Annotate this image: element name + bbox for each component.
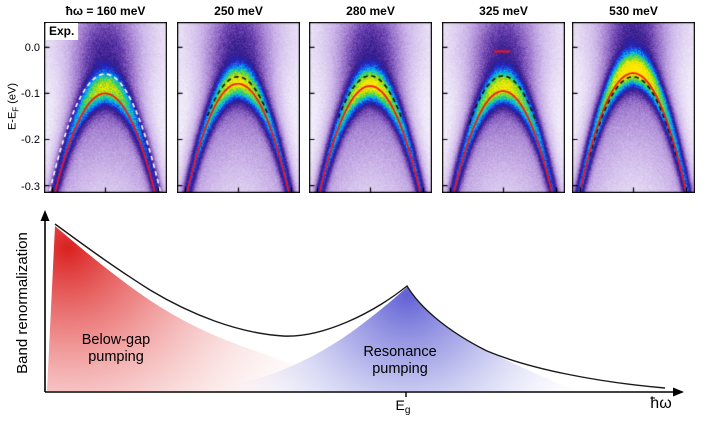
arpes-spectrum-canvas-160meV: [44, 22, 167, 193]
panel-title-530meV: 530 meV: [609, 4, 658, 18]
resonance-label-line2: pumping: [372, 361, 428, 377]
arpes-panel-530meV: 530 meV: [572, 3, 695, 193]
arpes-panel-325meV: 325 meV: [442, 3, 565, 193]
ytick--0.1: -0.1: [21, 88, 40, 100]
total-renormalization-curve: [54, 223, 666, 389]
arpes-spectrum-canvas-280meV: [309, 22, 432, 193]
band-renormalization-axis-label: Band renormalization: [14, 232, 31, 374]
eg-axis-label: Eg: [396, 397, 411, 416]
hw-axis-label: ħω: [650, 395, 671, 412]
resonance-label-line1: Resonance: [363, 344, 436, 360]
x-axis-arrow-icon: [673, 387, 684, 397]
arpes-panel-160meV: ħω = 160 meV Exp.: [44, 3, 167, 193]
renormalization-schematic: Band renormalization Below-gap pumping R…: [14, 210, 684, 416]
ytick--0.2: -0.2: [21, 134, 40, 146]
ytick--0.3: -0.3: [21, 181, 40, 193]
y-axis-arrow-icon: [40, 210, 50, 221]
energy-axis-label-main: E-E: [6, 111, 19, 131]
panel-title-325meV: 325 meV: [479, 4, 528, 18]
energy-axis-label-sub: F: [11, 106, 21, 112]
resonance-region: [205, 287, 578, 391]
eg-label-sub: g: [405, 405, 411, 416]
arpes-spectrum-canvas-250meV: [177, 22, 300, 193]
panel-title-280meV: 280 meV: [346, 4, 395, 18]
panel-title-160meV: ħω = 160 meV: [65, 4, 146, 18]
eg-label-main: E: [396, 397, 405, 413]
below-gap-label-line2: pumping: [88, 349, 144, 365]
below-gap-region: [47, 226, 362, 391]
arpes-spectrum-canvas-530meV: [572, 22, 695, 193]
arpes-panel-250meV: 250 meV: [177, 3, 300, 193]
ytick-0.0: 0.0: [24, 42, 40, 54]
below-gap-label-line1: Below-gap: [82, 332, 151, 348]
arpes-panel-280meV: 280 meV: [309, 3, 432, 193]
exp-annotation: Exp.: [46, 23, 79, 40]
panel-title-250meV: 250 meV: [214, 4, 263, 18]
arpes-spectrum-canvas-325meV: [442, 22, 565, 193]
